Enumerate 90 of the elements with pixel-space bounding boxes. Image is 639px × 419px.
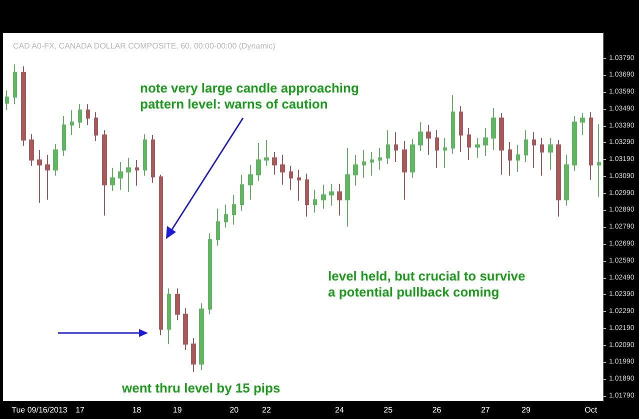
- x-tick-label: 19: [172, 406, 182, 414]
- candlestick: [475, 138, 480, 158]
- x-tick-label: 22: [262, 406, 272, 414]
- candlestick: [143, 134, 147, 176]
- candlestick: [297, 169, 301, 202]
- x-tick-label: 17: [76, 406, 86, 414]
- candlestick: [402, 140, 407, 200]
- candlestick: [5, 90, 9, 111]
- candlestick: [467, 128, 471, 160]
- candlestick: [337, 183, 342, 216]
- candlestick: [53, 144, 58, 176]
- candlestick: [118, 161, 123, 190]
- candlestick: [102, 130, 107, 216]
- candlestick: [199, 302, 204, 370]
- candlestick: [175, 288, 180, 321]
- candlestick: [410, 138, 415, 178]
- candlestick: [483, 128, 488, 156]
- candlestick: [378, 147, 382, 170]
- candlestick: [443, 138, 447, 168]
- candlestick: [232, 194, 236, 226]
- candlestick: [451, 94, 455, 154]
- candlestick: [280, 154, 285, 186]
- candlestick: [248, 164, 253, 200]
- candlestick: [86, 104, 90, 126]
- candlestick: [151, 134, 155, 184]
- candlestick: [362, 149, 366, 178]
- candlestick: [353, 154, 358, 186]
- candlestick: [313, 189, 317, 214]
- text: CAD A0-FX, CANADA DOLLAR COMPOSITE, 60, 00:00-00:00 (Dynamic): [13, 42, 276, 50]
- candlestick: [386, 130, 390, 164]
- candlestick: [78, 104, 82, 129]
- candlestick: [580, 112, 585, 136]
- candlestick: [45, 154, 50, 200]
- candlestick: [13, 64, 17, 105]
- candlestick: [264, 140, 269, 166]
- candlestick: [556, 140, 561, 218]
- x-tick-label: 26: [432, 406, 442, 414]
- candlestick: [394, 132, 398, 162]
- candlestick: [305, 173, 309, 218]
- candlestick: [208, 233, 212, 315]
- candlestick: [508, 142, 512, 176]
- candlestick: [216, 208, 220, 246]
- candlestick: [183, 308, 188, 351]
- candlestick: [256, 142, 261, 182]
- x-tick-label: 27: [480, 406, 490, 414]
- candlestick: [572, 116, 577, 172]
- candlestick: [459, 106, 463, 153]
- x-tick-label: Tue 09/16/2013: [12, 406, 68, 414]
- candlestick: [94, 112, 98, 142]
- candlestick: [540, 138, 544, 176]
- x-tick-label: 18: [132, 406, 142, 414]
- x-tick-label: 24: [335, 406, 344, 414]
- candlestick: [240, 174, 244, 212]
- candlestick: [321, 184, 326, 210]
- candlestick: [70, 110, 74, 136]
- annotation: went thru level by 15 pips: [121, 380, 280, 396]
- candlestick: [532, 132, 536, 168]
- candlestick: [548, 138, 553, 170]
- candlestick: [564, 154, 569, 206]
- candlestick: [126, 157, 131, 192]
- candlestick: [159, 174, 163, 336]
- candlestick: [135, 159, 139, 186]
- annotation: note very large candle approaching pattern level: warns of caution: [140, 80, 359, 112]
- candlestick: [516, 144, 520, 172]
- candlestick: [597, 124, 601, 198]
- candlestick: [289, 165, 293, 190]
- candlestick: [167, 288, 171, 345]
- candlestick: [589, 112, 593, 180]
- candlestick: [191, 338, 196, 372]
- candlestick: [329, 183, 334, 206]
- candlestick: [370, 152, 374, 176]
- candlestick: [62, 116, 66, 156]
- candlestick: [426, 124, 431, 156]
- candlestick: [29, 134, 34, 166]
- candlestick: [418, 122, 423, 152]
- annotation: level held, but crucial to survive a potential pullback coming: [328, 268, 526, 300]
- candlestick: [499, 112, 504, 176]
- candlestick: [345, 147, 350, 228]
- candlestick: [37, 149, 42, 204]
- x-tick-label: Oct: [584, 406, 598, 414]
- candlestick: [224, 204, 228, 228]
- x-tick-label: 29: [522, 406, 531, 414]
- x-tick-label: 20: [230, 406, 240, 414]
- candlestick: [524, 130, 528, 162]
- x-tick-label: 25: [384, 406, 394, 414]
- candlestick: [21, 66, 26, 146]
- candlestick: [272, 152, 277, 176]
- candlestick: [110, 167, 115, 192]
- candlestick: [435, 130, 439, 168]
- candlestick: [491, 108, 496, 150]
